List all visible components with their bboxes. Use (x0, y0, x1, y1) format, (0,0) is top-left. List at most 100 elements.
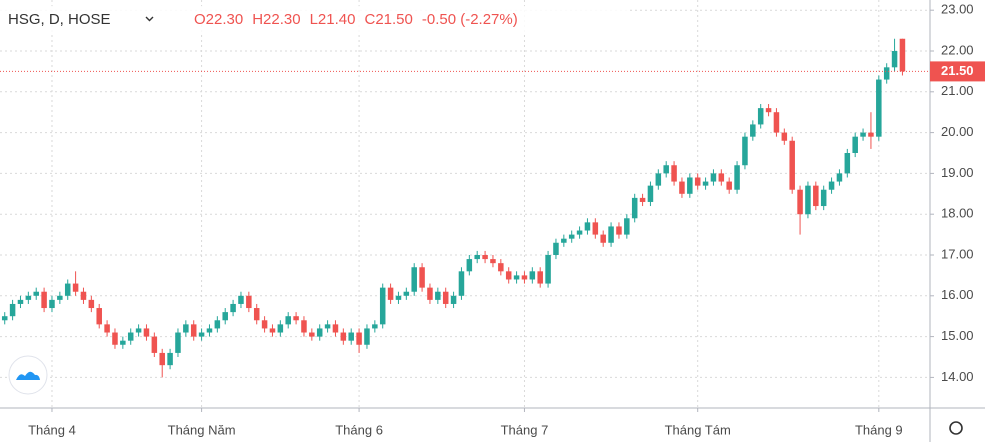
legend-value: O22.30 (194, 11, 243, 28)
candle-body (277, 324, 284, 333)
candle-body (285, 316, 291, 325)
candle-body (387, 287, 394, 300)
candle-body (868, 132, 874, 137)
candle-body (316, 328, 323, 337)
candle-body (490, 259, 496, 264)
x-tick-label: Tháng Năm (168, 422, 236, 437)
candle-body (521, 275, 528, 280)
candle-body (474, 255, 480, 260)
candle-body (214, 320, 221, 329)
legend-value: L21.40 (310, 11, 356, 28)
candle-body (891, 51, 898, 68)
candle-body (529, 271, 536, 280)
candle-body (64, 283, 71, 296)
candle-body (726, 181, 732, 190)
candle-body (395, 295, 402, 300)
candle-body (734, 165, 740, 190)
candle-body (584, 222, 591, 231)
candle-body (332, 324, 339, 333)
candle-body (757, 108, 764, 125)
candle-body (852, 136, 858, 153)
candle-body (702, 181, 709, 186)
candle-body (246, 295, 252, 309)
candle-body (112, 332, 118, 345)
candle-body (435, 291, 441, 300)
symbol-dropdown[interactable] (145, 16, 154, 22)
candle-body (466, 259, 473, 272)
candle-body (143, 328, 150, 337)
symbol[interactable]: HSG, D, HOSE (8, 11, 111, 28)
candle-body (167, 352, 173, 366)
candle-body (379, 287, 386, 325)
candle-body (80, 291, 87, 300)
candle-body (616, 226, 622, 235)
legend-value: C21.50 (364, 11, 412, 28)
candle-body (828, 181, 835, 190)
x-tick-label: Tháng 4 (28, 422, 76, 437)
candle-body (710, 173, 717, 182)
y-tick-label: 16.00 (941, 287, 974, 302)
candle-body (624, 218, 630, 235)
candle-body (765, 108, 772, 113)
x-tick-label: Tháng 7 (501, 422, 549, 437)
candle-body (403, 291, 410, 296)
candle-body (49, 299, 55, 309)
candle-body (718, 173, 725, 182)
candle-body (631, 197, 638, 219)
candle-body (883, 67, 890, 80)
candle-body (773, 112, 780, 133)
candle-body (482, 255, 488, 260)
candle-body (608, 226, 614, 243)
candle-body (175, 332, 181, 353)
candle-body (198, 332, 205, 337)
candle-body (450, 295, 457, 304)
candle-body (135, 328, 142, 333)
y-tick-label: 19.00 (941, 165, 974, 180)
candle-body (694, 177, 701, 186)
candle-body (576, 230, 583, 235)
candle-body (813, 185, 819, 207)
candle-body (513, 275, 520, 280)
candle-body (230, 303, 236, 313)
candle-body (104, 324, 110, 333)
candle-body (269, 328, 276, 333)
candle-body (419, 267, 425, 288)
candle-body (372, 324, 378, 329)
candle-body (411, 267, 417, 292)
candle-body (899, 38, 906, 72)
candle-body (120, 340, 126, 345)
candle-body (159, 352, 165, 366)
candle-body (789, 140, 795, 190)
candle-body (742, 136, 748, 166)
candle-body (647, 185, 654, 202)
candle-body (860, 132, 866, 137)
y-tick-label: 23.00 (941, 2, 974, 17)
candle-body (17, 299, 24, 304)
candle-body (88, 299, 95, 309)
candle-body (505, 271, 512, 280)
candle-body (458, 271, 465, 296)
candle-body (324, 324, 331, 329)
last-price-label: 21.50 (941, 63, 974, 78)
candle-body (592, 222, 599, 235)
candle-body (639, 197, 646, 202)
candle-body (25, 295, 32, 300)
candle-body (750, 124, 756, 137)
candle-body (293, 316, 299, 321)
candle-body (553, 242, 559, 255)
candle-body (805, 185, 811, 215)
candle-body (797, 189, 803, 215)
settings[interactable] (949, 421, 963, 435)
candle-body (655, 173, 662, 186)
y-tick-label: 18.00 (941, 206, 974, 221)
candle-body (364, 328, 370, 345)
candle-body (498, 263, 504, 272)
candle-body (781, 132, 788, 141)
candle-body (687, 177, 693, 194)
x-tick-label: Tháng 9 (855, 422, 903, 437)
candle-body (836, 173, 843, 182)
x-tick-label: Tháng 6 (335, 422, 383, 437)
candle-body (568, 234, 575, 239)
candle-body (127, 332, 134, 341)
candle-body (96, 308, 102, 325)
